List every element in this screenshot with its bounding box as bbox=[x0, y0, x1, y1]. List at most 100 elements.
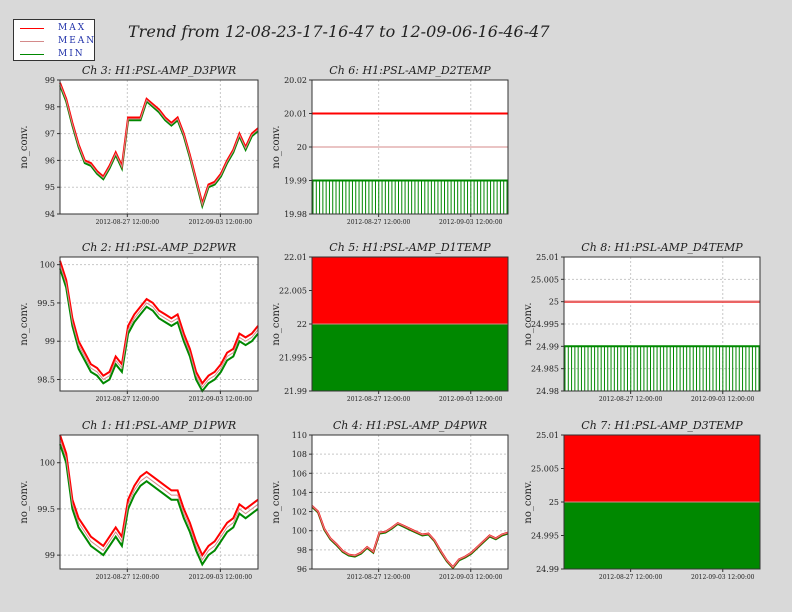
chart-title: Ch 4: H1:PSL-AMP_D4PWR bbox=[333, 419, 487, 432]
chart-panel-7: 96 98 100 102 104 106 108 110 2012-08-27 12:00:0… bbox=[271, 419, 509, 581]
plot-frame bbox=[59, 256, 259, 392]
y-tick-label: 99.5 bbox=[37, 299, 55, 308]
chart-panel-6: 99 99.5 100 2012-08-27 12:00:00 2012-09-03 1… bbox=[19, 419, 259, 581]
plot-background bbox=[312, 435, 508, 569]
y-tick-label: 25.005 bbox=[531, 275, 559, 284]
chart-panel-3: 98.5 99 99.5 100 2012-08-27 12:00:00 2012-09-… bbox=[19, 241, 259, 403]
y-tick-label: 99 bbox=[45, 337, 55, 346]
plot-frame bbox=[563, 434, 761, 570]
y-tick-label: 21.995 bbox=[279, 354, 307, 363]
x-tick-label: 2012-08-27 12:00:00 bbox=[347, 219, 411, 226]
y-tick-label: 24.995 bbox=[531, 532, 559, 541]
page-title: Trend from 12-08-23-17-16-47 to 12-09-06… bbox=[128, 22, 550, 41]
legend-item-mean: MEAN bbox=[14, 35, 94, 47]
plot-background bbox=[60, 435, 258, 569]
y-tick-label: 98 bbox=[297, 546, 307, 555]
x-tick-label: 2012-09-03 12:00:00 bbox=[439, 574, 503, 581]
y-tick-label: 25.01 bbox=[536, 253, 559, 262]
x-tick-label: 2012-09-03 12:00:00 bbox=[691, 396, 755, 403]
series-max-line bbox=[59, 82, 259, 207]
y-tick-label: 25.005 bbox=[531, 465, 559, 474]
y-tick-label: 19.99 bbox=[284, 177, 307, 186]
y-tick-label: 20.02 bbox=[284, 76, 307, 85]
y-tick-label: 100 bbox=[40, 261, 55, 270]
plot-background bbox=[60, 257, 258, 391]
y-axis-label: no_conv. bbox=[19, 480, 30, 523]
max-band bbox=[312, 257, 508, 324]
y-tick-label: 104 bbox=[292, 488, 307, 497]
y-tick-label: 24.98 bbox=[536, 387, 559, 396]
chart-panel-4: 21.99 21.995 22 22.005 22.01 2012-08-27 12:00… bbox=[271, 241, 509, 403]
y-tick-label: 24.995 bbox=[531, 320, 559, 329]
y-tick-label: 20.01 bbox=[284, 110, 307, 119]
plot-frame bbox=[311, 79, 509, 215]
series-mean-line bbox=[59, 264, 259, 389]
series-max-line bbox=[59, 260, 259, 386]
y-tick-label: 22.005 bbox=[279, 287, 307, 296]
plot-frame bbox=[311, 434, 509, 570]
legend-item-min: MIN bbox=[14, 48, 94, 60]
series-min-line bbox=[59, 85, 259, 210]
chart-title: Ch 7: H1:PSL-AMP_D3TEMP bbox=[581, 419, 743, 432]
plot-frame bbox=[59, 434, 259, 570]
series-mean-line bbox=[311, 505, 509, 568]
y-axis-label: no_conv. bbox=[271, 302, 282, 345]
x-tick-label: 2012-08-27 12:00:00 bbox=[347, 396, 411, 403]
y-axis-label: no_conv. bbox=[19, 302, 30, 345]
y-tick-label: 98 bbox=[45, 103, 55, 112]
chart-title: Ch 5: H1:PSL-AMP_D1TEMP bbox=[329, 241, 491, 254]
legend-item-max: MAX bbox=[14, 22, 94, 34]
legend-swatch-min bbox=[20, 54, 44, 55]
y-tick-label: 100 bbox=[40, 459, 55, 468]
chart-panel-2: 19.98 19.99 20 20.01 20.02 2012-08-27 12:00:0… bbox=[271, 64, 509, 226]
chart-title: Ch 2: H1:PSL-AMP_D2PWR bbox=[82, 241, 236, 254]
x-tick-label: 2012-08-27 12:00:00 bbox=[96, 396, 160, 403]
y-tick-label: 24.99 bbox=[536, 565, 559, 574]
y-tick-label: 100 bbox=[292, 527, 307, 536]
x-tick-label: 2012-08-27 12:00:00 bbox=[96, 574, 160, 581]
plot-frame bbox=[311, 256, 509, 392]
y-tick-label: 102 bbox=[292, 508, 307, 517]
y-tick-label: 19.98 bbox=[284, 210, 307, 219]
chart-panel-8: 24.99 24.995 25 25.005 25.01 2012-08-27 12:00… bbox=[523, 419, 761, 581]
y-tick-label: 96 bbox=[297, 565, 307, 574]
y-tick-label: 25 bbox=[549, 498, 559, 507]
series-min-line bbox=[59, 443, 259, 567]
y-tick-label: 95 bbox=[45, 183, 55, 192]
x-tick-label: 2012-09-03 12:00:00 bbox=[189, 396, 253, 403]
y-tick-label: 108 bbox=[292, 450, 307, 459]
y-tick-label: 99.5 bbox=[37, 505, 55, 514]
x-tick-label: 2012-09-03 12:00:00 bbox=[439, 219, 503, 226]
legend-label-max: MAX bbox=[58, 23, 87, 33]
y-tick-label: 25 bbox=[549, 298, 559, 307]
y-tick-label: 99 bbox=[45, 76, 55, 85]
y-tick-label: 97 bbox=[45, 130, 55, 139]
y-tick-label: 98.5 bbox=[37, 376, 55, 385]
legend: MAX MEAN MIN bbox=[13, 19, 95, 61]
min-band bbox=[312, 324, 508, 391]
x-tick-label: 2012-08-27 12:00:00 bbox=[599, 574, 663, 581]
y-tick-label: 110 bbox=[292, 431, 307, 440]
y-axis-label: no_conv. bbox=[523, 302, 534, 345]
y-tick-label: 22.01 bbox=[284, 253, 307, 262]
chart-title: Ch 3: H1:PSL-AMP_D3PWR bbox=[82, 64, 236, 77]
max-band bbox=[564, 435, 760, 502]
plot-frame bbox=[563, 256, 761, 392]
plot-background bbox=[60, 80, 258, 214]
y-tick-label: 22 bbox=[297, 320, 307, 329]
y-tick-label: 99 bbox=[45, 551, 55, 560]
y-tick-label: 94 bbox=[45, 210, 55, 219]
x-tick-label: 2012-09-03 12:00:00 bbox=[189, 574, 253, 581]
legend-label-min: MIN bbox=[58, 49, 85, 59]
y-tick-label: 21.99 bbox=[284, 387, 307, 396]
x-tick-label: 2012-08-27 12:00:00 bbox=[347, 574, 411, 581]
series-mean-line bbox=[59, 83, 259, 207]
legend-label-mean: MEAN bbox=[58, 36, 97, 46]
x-tick-label: 2012-09-03 12:00:00 bbox=[189, 219, 253, 226]
x-tick-label: 2012-09-03 12:00:00 bbox=[439, 396, 503, 403]
y-axis-label: no_conv. bbox=[271, 480, 282, 523]
chart-title: Ch 6: H1:PSL-AMP_D2TEMP bbox=[329, 64, 491, 77]
x-tick-label: 2012-08-27 12:00:00 bbox=[599, 396, 663, 403]
y-tick-label: 106 bbox=[292, 469, 307, 478]
